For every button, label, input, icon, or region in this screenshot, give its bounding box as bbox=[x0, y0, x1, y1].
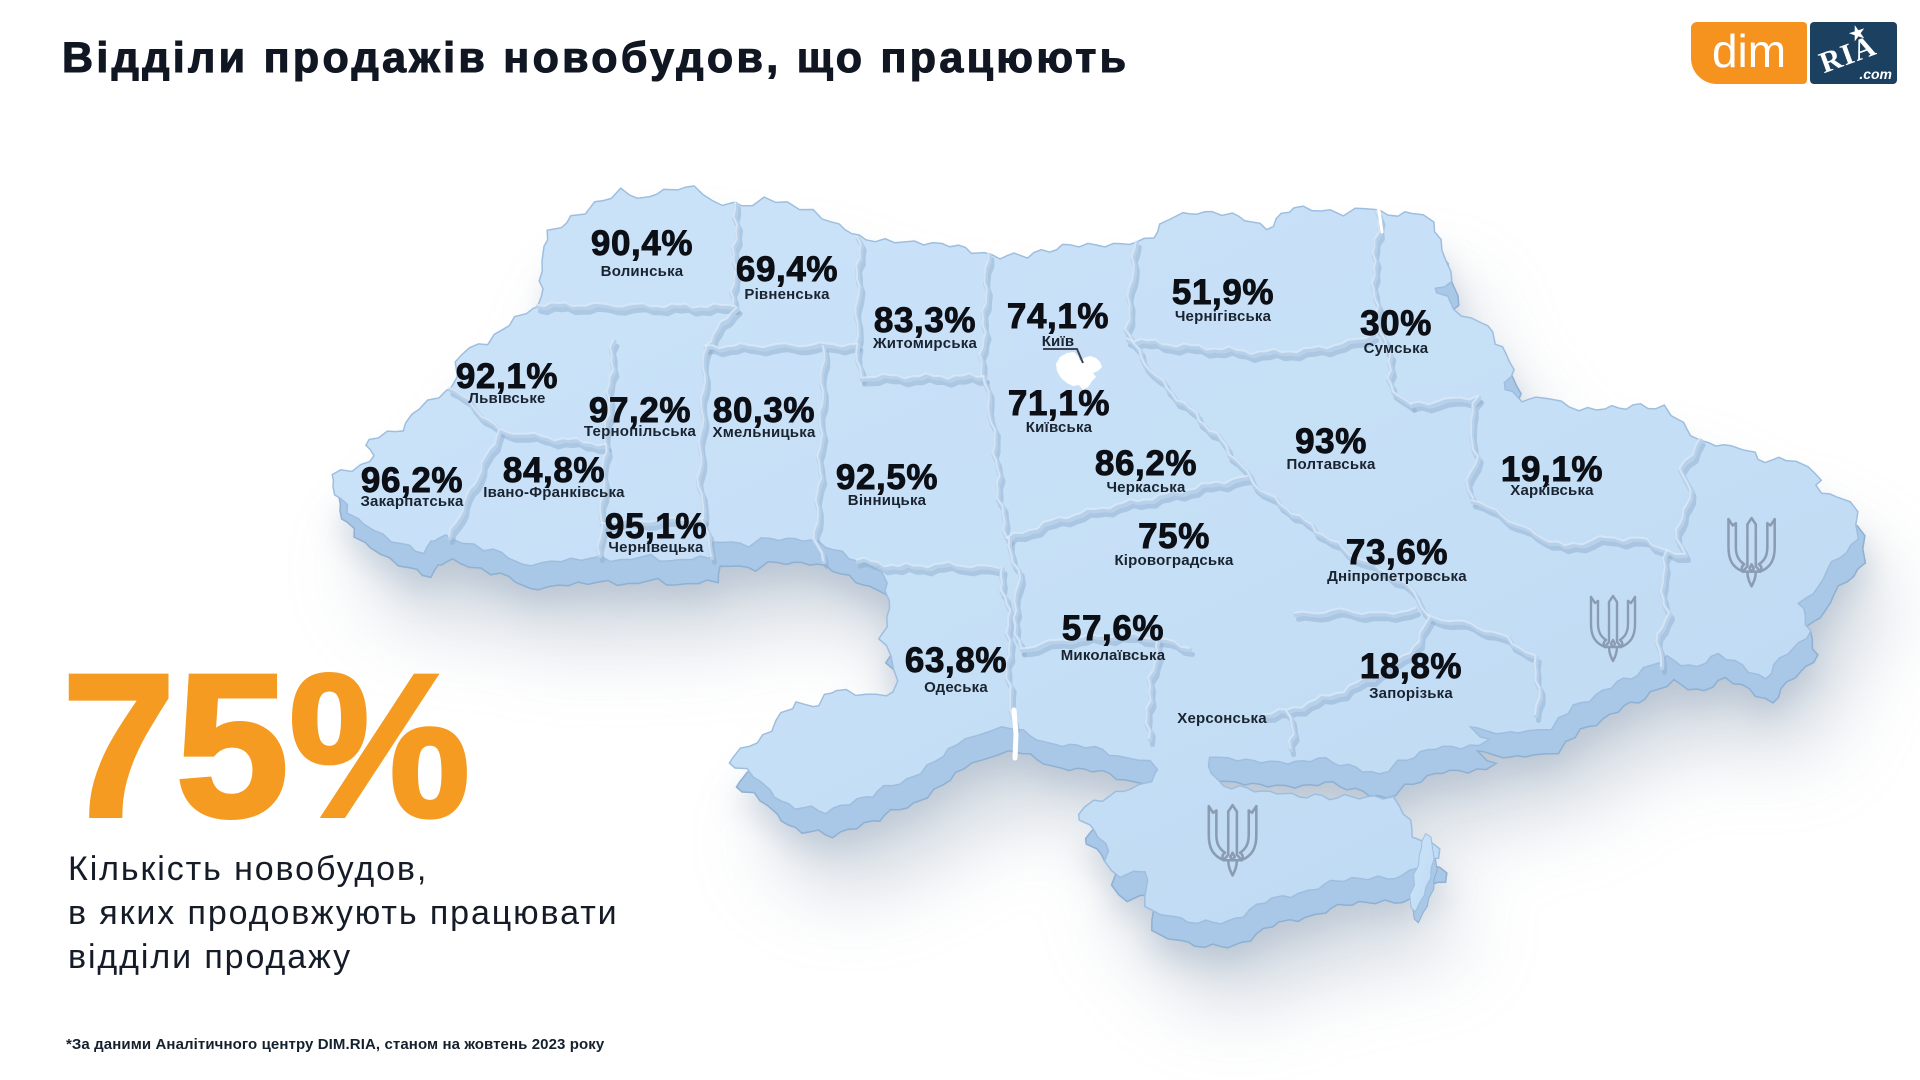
svg-text:30%: 30% bbox=[1360, 304, 1432, 343]
svg-text:Одеська: Одеська bbox=[924, 679, 988, 696]
svg-text:Хмельницька: Хмельницька bbox=[713, 424, 816, 441]
svg-text:Миколаївська: Миколаївська bbox=[1061, 647, 1166, 664]
svg-text:18,8%: 18,8% bbox=[1360, 647, 1462, 686]
svg-text:Київ: Київ bbox=[1042, 333, 1075, 350]
svg-text:Дніпропетровська: Дніпропетровська bbox=[1327, 568, 1467, 585]
svg-text:95,1%: 95,1% bbox=[605, 507, 707, 546]
svg-text:Херсонська: Херсонська bbox=[1177, 710, 1267, 727]
svg-text:83,3%: 83,3% bbox=[874, 301, 976, 340]
svg-text:92,1%: 92,1% bbox=[456, 357, 558, 396]
svg-text:Закарпатська: Закарпатська bbox=[360, 493, 464, 510]
svg-text:71,1%: 71,1% bbox=[1008, 384, 1110, 423]
svg-text:Полтавська: Полтавська bbox=[1286, 456, 1376, 473]
svg-text:Чернігівська: Чернігівська bbox=[1175, 308, 1272, 325]
svg-text:84,8%: 84,8% bbox=[503, 451, 605, 490]
svg-text:97,2%: 97,2% bbox=[589, 391, 691, 430]
svg-text:57,6%: 57,6% bbox=[1062, 609, 1164, 648]
svg-text:51,9%: 51,9% bbox=[1172, 273, 1274, 312]
svg-text:Сумська: Сумська bbox=[1364, 340, 1429, 357]
svg-text:Черкаська: Черкаська bbox=[1106, 479, 1186, 496]
svg-text:93%: 93% bbox=[1295, 422, 1367, 461]
svg-text:Харківська: Харківська bbox=[1510, 482, 1594, 499]
svg-text:73,6%: 73,6% bbox=[1346, 533, 1448, 572]
svg-text:96,2%: 96,2% bbox=[361, 461, 463, 500]
svg-text:Вінницька: Вінницька bbox=[848, 492, 927, 509]
svg-text:19,1%: 19,1% bbox=[1501, 450, 1603, 489]
svg-text:86,2%: 86,2% bbox=[1095, 444, 1197, 483]
svg-text:Запорізька: Запорізька bbox=[1369, 685, 1453, 702]
svg-text:92,5%: 92,5% bbox=[836, 458, 938, 497]
svg-text:Кіровоградська: Кіровоградська bbox=[1114, 552, 1234, 569]
svg-text:63,8%: 63,8% bbox=[905, 641, 1007, 680]
svg-text:Івано-Франківська: Івано-Франківська bbox=[483, 484, 625, 501]
svg-text:69,4%: 69,4% bbox=[736, 250, 838, 289]
svg-text:90,4%: 90,4% bbox=[591, 224, 693, 263]
svg-text:Чернівецька: Чернівецька bbox=[608, 539, 704, 556]
svg-text:75%: 75% bbox=[1138, 517, 1210, 556]
svg-text:80,3%: 80,3% bbox=[713, 391, 815, 430]
svg-text:Житомирська: Житомирська bbox=[872, 335, 977, 352]
svg-text:74,1%: 74,1% bbox=[1007, 297, 1109, 336]
svg-text:Київська: Київська bbox=[1026, 419, 1093, 436]
svg-text:Тернопільська: Тернопільська bbox=[584, 423, 697, 440]
svg-text:Волинська: Волинська bbox=[601, 263, 684, 280]
svg-text:Рівненська: Рівненська bbox=[744, 286, 830, 303]
svg-text:Львівське: Львівське bbox=[468, 390, 545, 407]
